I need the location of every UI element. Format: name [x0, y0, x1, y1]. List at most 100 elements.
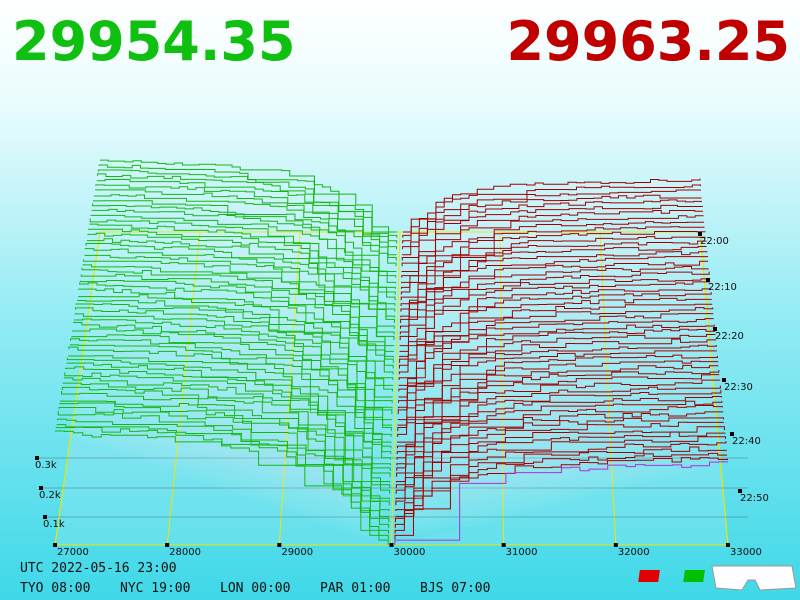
ask-depth-line — [399, 292, 712, 358]
ask-depth-line — [397, 354, 718, 426]
depth-label: 0.1k — [43, 519, 65, 530]
ask-depth-line — [400, 236, 706, 295]
ask-depth-line — [401, 204, 704, 261]
bid-price: 29954.35 — [12, 10, 296, 73]
axis-node — [165, 543, 170, 547]
axis-node — [706, 278, 710, 282]
bid-depth-line — [88, 228, 396, 312]
ask-depth-line — [401, 215, 704, 272]
ask-depth-line — [396, 395, 722, 472]
ask-depth-line — [402, 184, 702, 238]
axis-node — [726, 543, 730, 547]
bid-depth-line — [80, 273, 394, 363]
ask-depth-line — [398, 328, 716, 398]
ask-depth-line — [399, 297, 712, 363]
bid-depth-line — [89, 223, 396, 306]
ask-depth-line — [395, 417, 724, 494]
axis-node — [277, 543, 282, 547]
ask-depth-line — [402, 194, 702, 250]
grid-line — [499, 231, 505, 546]
bid-depth-line — [78, 288, 394, 380]
price-label: 28000 — [169, 547, 201, 558]
price-label: 31000 — [506, 547, 538, 558]
ask-depth-line — [399, 278, 711, 341]
bid-depth-line — [61, 390, 390, 500]
axis-labels: 27000 28000 29000 30000 31000 32000 33000 0.3k 0… — [35, 232, 769, 558]
price-label: 27000 — [57, 547, 89, 558]
bid-depth-line — [62, 382, 391, 489]
time-label: 22:30 — [724, 382, 753, 393]
axis-node — [53, 543, 57, 547]
ask-depth-line — [396, 374, 720, 449]
axis-node — [722, 378, 726, 382]
bid-depth-line — [74, 307, 393, 403]
axis-node — [730, 432, 734, 436]
time-label: 22:10 — [708, 282, 737, 293]
bid-depth-line — [64, 372, 391, 477]
ask-depth-line — [395, 405, 723, 483]
ask-depth-line — [394, 461, 728, 545]
ask-depth-line — [398, 334, 716, 403]
ask-depth-line — [398, 318, 714, 386]
ask-depth-line — [394, 452, 727, 534]
ask-depth-line — [401, 226, 705, 284]
bid-depth-line — [58, 407, 390, 517]
bid-depth-line — [60, 400, 390, 506]
bid-depth-line — [72, 328, 393, 426]
ask-depth-line — [394, 441, 727, 523]
bid-depth-line — [82, 264, 395, 352]
depth-lines — [55, 159, 728, 545]
zone-clock: PAR 01:00 — [320, 581, 390, 596]
bid-depth-line — [66, 362, 391, 466]
bid-depth-line — [73, 322, 393, 421]
axis-node — [738, 489, 742, 493]
time-label: 22:50 — [740, 493, 769, 504]
grid-line — [391, 231, 401, 546]
bid-depth-line — [64, 377, 391, 483]
ask-depth-line — [397, 338, 717, 409]
price-label: 32000 — [618, 547, 650, 558]
bid-depth-line — [57, 410, 390, 523]
axis-node — [613, 543, 618, 547]
ask-depth-line — [396, 385, 721, 460]
price-label: 29000 — [281, 547, 313, 558]
bid-depth-line — [91, 208, 396, 289]
depth-label: 0.2k — [39, 490, 61, 501]
bid-depth-line — [97, 173, 398, 250]
ask-depth-line — [402, 189, 702, 244]
ask-depth-line — [395, 411, 724, 489]
bid-depth-line — [92, 203, 397, 284]
zone-clock: BJS 07:00 — [420, 581, 490, 596]
ask-depth-line — [401, 199, 703, 256]
bid-depth-line — [75, 303, 393, 398]
axis-node — [501, 543, 506, 547]
axis-node — [43, 515, 47, 519]
price-label: 33000 — [730, 547, 762, 558]
ask-depth-line — [396, 400, 723, 477]
ask-depth-line — [397, 360, 719, 432]
bid-depth-line — [66, 357, 392, 460]
bid-depth-line — [87, 232, 396, 318]
ask-depth-line — [399, 281, 711, 347]
ask-depth-line — [400, 260, 709, 324]
ask-depth-line — [395, 436, 726, 517]
zone-clock: NYC 19:00 — [120, 581, 190, 596]
zone-clock: TYO 08:00 — [20, 581, 90, 596]
bid-depth-line — [73, 318, 393, 415]
ask-depth-line — [394, 457, 728, 540]
axis-node — [35, 456, 39, 460]
ask-depth-line — [399, 288, 712, 352]
bid-depth-line — [79, 282, 394, 375]
bid-depth-line — [97, 169, 398, 244]
ask-depth-line — [399, 266, 709, 329]
bid-depth-line — [93, 194, 397, 272]
bid-depth-line — [84, 254, 395, 341]
axis-node — [389, 543, 394, 547]
bid-depth-line — [68, 355, 392, 454]
ask-depth-line — [398, 303, 713, 369]
ask-depth-line — [394, 446, 727, 528]
ask-depth-line — [401, 221, 705, 278]
ask-depth-line — [397, 344, 717, 415]
bid-depth-line — [69, 344, 392, 443]
